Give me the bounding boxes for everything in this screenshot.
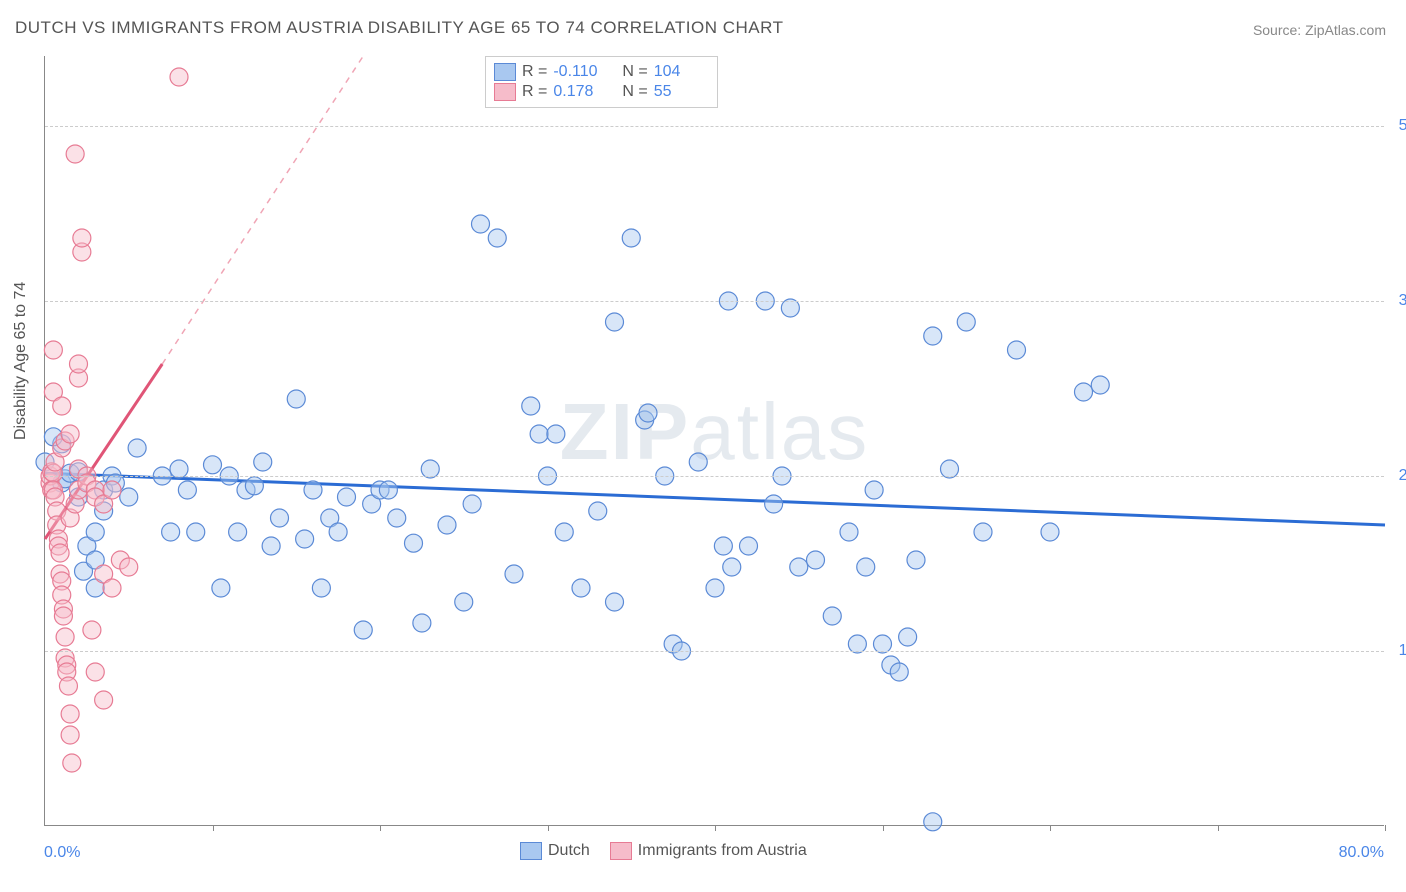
y-tick-label: 12.5% <box>1389 642 1406 660</box>
grid-line-h <box>45 476 1384 477</box>
plot-area: ZIPatlas R = -0.110 N = 104 R = 0.178 N … <box>44 56 1384 826</box>
x-axis-min-label: 0.0% <box>44 844 80 862</box>
series-legend-label: Immigrants from Austria <box>638 842 807 860</box>
x-tick <box>883 825 884 831</box>
legend-n-value: 104 <box>654 63 709 81</box>
series-legend-item: Immigrants from Austria <box>610 842 807 860</box>
grid-line-h <box>45 126 1384 127</box>
y-tick-label: 25.0% <box>1389 467 1406 485</box>
legend-r-value: 0.178 <box>553 83 608 101</box>
x-tick <box>715 825 716 831</box>
legend-n-label: N = <box>622 63 647 81</box>
correlation-legend: R = -0.110 N = 104 R = 0.178 N = 55 <box>485 56 718 108</box>
series-legend: Dutch Immigrants from Austria <box>520 842 807 860</box>
legend-r-label: R = <box>522 63 547 81</box>
legend-r-label: R = <box>522 83 547 101</box>
x-tick <box>548 825 549 831</box>
y-axis-label: Disability Age 65 to 74 <box>12 282 30 440</box>
legend-swatch <box>494 63 516 81</box>
x-tick <box>380 825 381 831</box>
legend-swatch <box>520 842 542 860</box>
chart-svg <box>45 56 1384 825</box>
legend-swatch <box>610 842 632 860</box>
correlation-legend-row: R = 0.178 N = 55 <box>494 83 709 101</box>
x-tick <box>1050 825 1051 831</box>
y-tick-label: 37.5% <box>1389 292 1406 310</box>
correlation-legend-row: R = -0.110 N = 104 <box>494 63 709 81</box>
x-tick <box>1385 825 1386 831</box>
chart-title: DUTCH VS IMMIGRANTS FROM AUSTRIA DISABIL… <box>15 18 783 38</box>
legend-r-value: -0.110 <box>553 63 608 81</box>
series-legend-label: Dutch <box>548 842 590 860</box>
x-axis-max-label: 80.0% <box>1339 844 1384 862</box>
x-tick <box>1218 825 1219 831</box>
grid-line-h <box>45 301 1384 302</box>
series-legend-item: Dutch <box>520 842 590 860</box>
legend-n-label: N = <box>622 83 647 101</box>
source-attribution: Source: ZipAtlas.com <box>1253 22 1386 38</box>
legend-swatch <box>494 83 516 101</box>
y-tick-label: 50.0% <box>1389 117 1406 135</box>
x-tick <box>213 825 214 831</box>
grid-line-h <box>45 651 1384 652</box>
legend-n-value: 55 <box>654 83 709 101</box>
